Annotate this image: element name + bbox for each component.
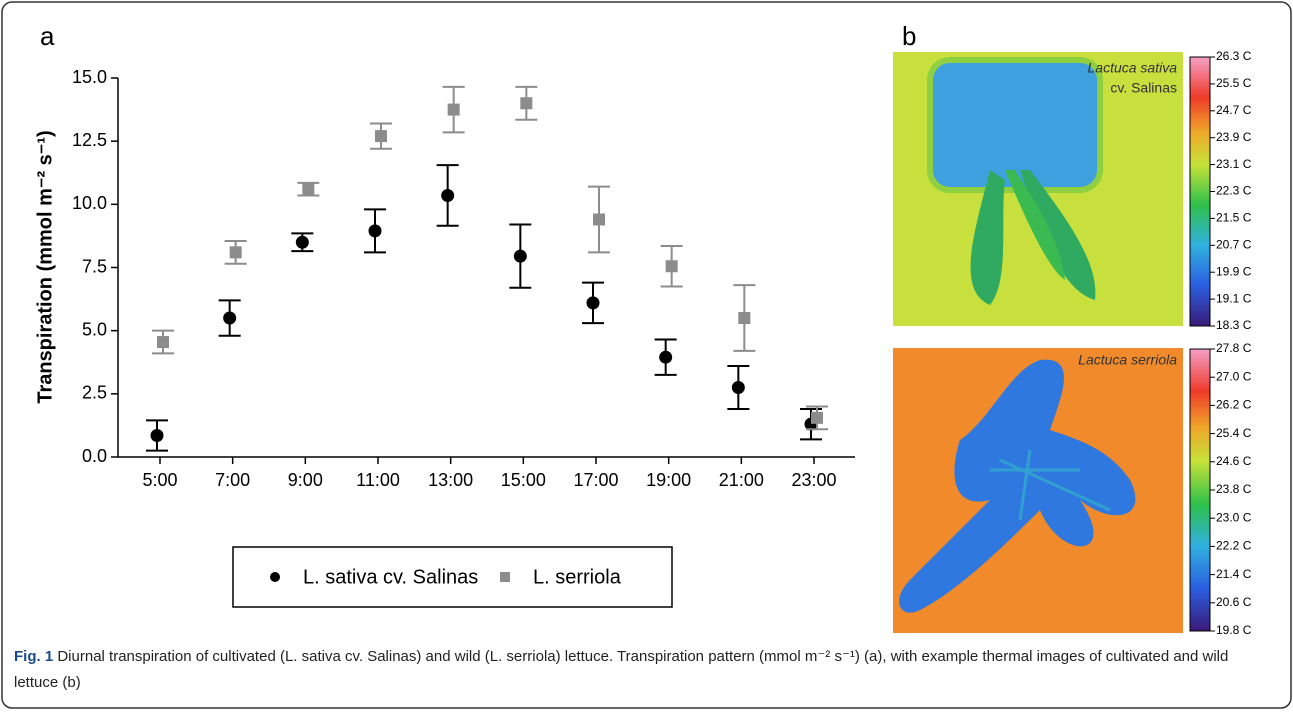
y-tick-label: 2.5: [82, 383, 107, 403]
data-point: [375, 130, 387, 143]
colorbar-label: 25.5 C: [1216, 76, 1252, 90]
legend-marker: [270, 572, 280, 582]
x-tick-label: 17:00: [573, 470, 618, 490]
data-point: [441, 188, 455, 202]
data-point: [447, 103, 460, 116]
data-point: [157, 336, 169, 349]
legend-label: L. sativa cv. Salinas: [303, 566, 478, 588]
colorbar-label: 21.4 C: [1216, 567, 1252, 581]
colorbar-label: 22.3 C: [1216, 184, 1252, 198]
colorbar-label: 18.3 C: [1216, 318, 1252, 332]
data-point: [229, 246, 242, 259]
x-tick-label: 9:00: [288, 470, 323, 490]
colorbar-label: 19.8 C: [1216, 623, 1252, 637]
x-tick-label: 13:00: [428, 470, 473, 490]
colorbar-label: 25.4 C: [1216, 426, 1252, 440]
colorbar-label: 19.1 C: [1216, 291, 1252, 305]
colorbar-label: 27.0 C: [1216, 369, 1252, 383]
data-point: [738, 312, 751, 325]
caption-label: Fig. 1: [14, 648, 54, 665]
colorbar-label: 26.3 C: [1216, 49, 1252, 63]
colorbar-label: 20.6 C: [1216, 595, 1252, 609]
legend-label: L. serriola: [533, 566, 622, 588]
image-label: Lactuca serriola: [1078, 352, 1177, 368]
data-point: [659, 350, 673, 364]
colorbar-label: 23.8 C: [1216, 482, 1252, 496]
x-tick-label: 11:00: [356, 470, 400, 490]
x-tick-label: 7:00: [215, 470, 250, 490]
data-point: [586, 296, 600, 310]
thermal-image: [893, 52, 1183, 326]
colorbar: [1189, 56, 1211, 327]
y-tick-label: 0.0: [82, 446, 107, 466]
colorbar-label: 23.9 C: [1216, 130, 1252, 144]
y-tick-label: 15.0: [72, 67, 107, 87]
colorbar-label: 21.5 C: [1216, 211, 1252, 225]
x-tick-label: 19:00: [646, 470, 691, 490]
data-point: [513, 249, 527, 263]
colorbar-label: 20.7 C: [1216, 237, 1252, 251]
data-point: [368, 224, 382, 238]
y-tick-label: 7.5: [82, 256, 107, 276]
x-tick-label: 23:00: [791, 470, 836, 490]
data-point: [811, 411, 823, 424]
data-point: [302, 183, 315, 196]
y-axis-label: Transpiration (mmol m⁻² s⁻¹): [34, 130, 56, 403]
colorbar: [1189, 348, 1211, 632]
data-point: [295, 235, 309, 249]
data-point: [731, 381, 745, 395]
legend-box: [232, 546, 673, 608]
caption-text: Diurnal transpiration of cultivated (L. …: [14, 648, 1229, 691]
panel-label: b: [902, 21, 916, 51]
legend-marker: [500, 572, 510, 582]
image-label: Lactuca sativa: [1088, 60, 1178, 76]
y-tick-label: 12.5: [72, 130, 107, 150]
colorbar-label: 22.2 C: [1216, 539, 1252, 553]
data-point: [593, 213, 605, 226]
y-tick-label: 5.0: [82, 319, 107, 339]
colorbar-label: 26.2 C: [1216, 398, 1252, 412]
colorbar-label: 27.8 C: [1216, 341, 1252, 355]
y-tick-label: 10.0: [72, 193, 107, 213]
data-point: [150, 429, 164, 443]
colorbar-label: 23.1 C: [1216, 157, 1252, 171]
colorbar-label: 24.6 C: [1216, 454, 1252, 468]
image-label: cv. Salinas: [1110, 80, 1177, 96]
x-tick-label: 5:00: [142, 470, 177, 490]
data-point: [223, 311, 237, 325]
data-point: [665, 260, 678, 273]
x-tick-label: 15:00: [501, 470, 546, 490]
colorbar-label: 23.0 C: [1216, 510, 1252, 524]
x-tick-label: 21:00: [719, 470, 764, 490]
caption: Fig. 1 Diurnal transpiration of cultivat…: [14, 644, 1276, 696]
colorbar-label: 24.7 C: [1216, 103, 1252, 117]
thermal-image: [893, 348, 1183, 633]
data-point: [520, 97, 533, 110]
colorbar-label: 19.9 C: [1216, 264, 1252, 278]
panel-label: a: [40, 21, 55, 51]
